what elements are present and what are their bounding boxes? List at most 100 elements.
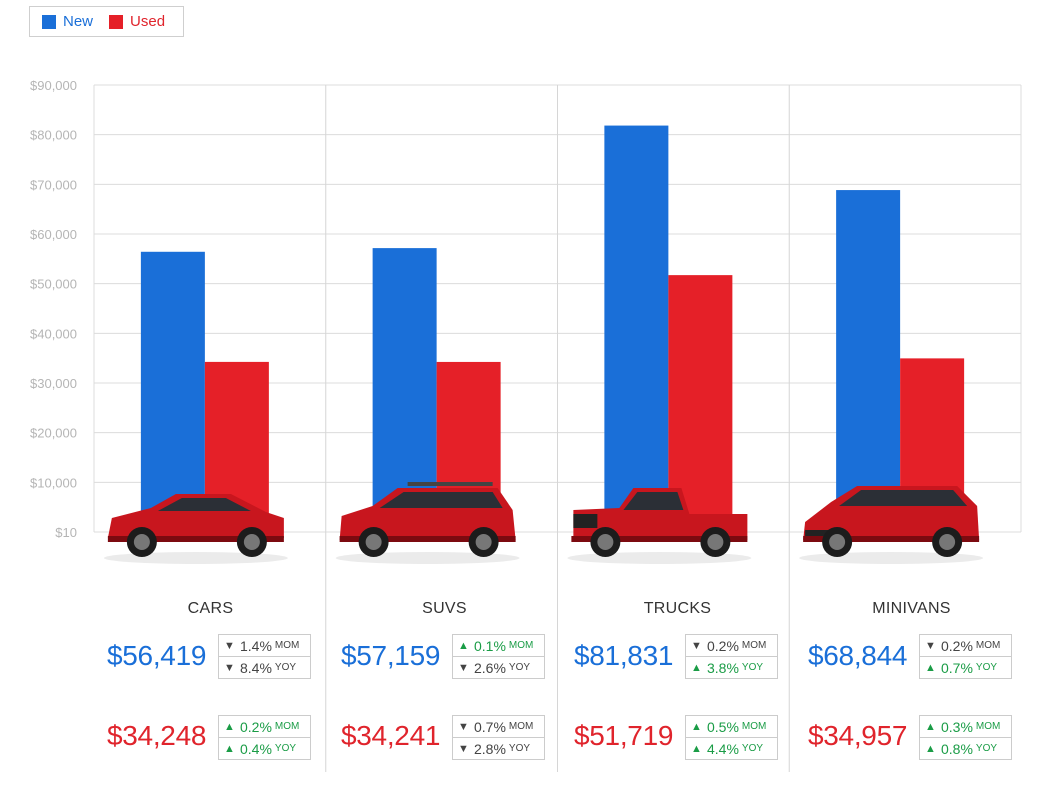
- triangle-up-icon: ▲: [691, 742, 702, 755]
- used-price: $34,241: [341, 720, 441, 751]
- y-tick-label: $10,000: [30, 475, 77, 490]
- triangle-down-icon: ▼: [691, 639, 702, 652]
- change-row-new-yoy: ▼ 2.6% YOY: [453, 656, 544, 678]
- used-price: $51,719: [574, 720, 674, 751]
- change-unit: MOM: [508, 721, 534, 732]
- change-unit: MOM: [975, 640, 1001, 651]
- triangle-down-icon: ▼: [458, 720, 469, 733]
- change-box: ▼ 1.4% MOM ▼ 8.4% YOY: [218, 634, 311, 679]
- change-unit: YOY: [741, 662, 764, 673]
- new-price: $57,159: [341, 640, 441, 671]
- new-price: $81,831: [574, 640, 674, 671]
- change-unit: MOM: [975, 721, 1001, 732]
- change-box: ▼ 0.7% MOM ▼ 2.8% YOY: [452, 715, 545, 760]
- change-row-used-mom: ▲ 0.2% MOM: [219, 716, 310, 737]
- change-row-new-mom: ▼ 0.2% MOM: [920, 635, 1011, 656]
- triangle-down-icon: ▼: [224, 639, 235, 652]
- change-value: 0.2%: [707, 637, 739, 654]
- legend-item-used[interactable]: Used: [109, 13, 165, 30]
- change-row-new-yoy: ▲ 3.8% YOY: [686, 656, 777, 678]
- change-unit: YOY: [741, 743, 764, 754]
- bar-new-trucks: [604, 125, 669, 533]
- used-price: $34,248: [107, 720, 207, 751]
- suv-icon: [335, 482, 520, 564]
- change-value: 2.6%: [474, 659, 506, 676]
- legend-label-used: Used: [130, 13, 166, 30]
- y-tick-label: $90,000: [30, 78, 77, 93]
- change-value: 4.4%: [707, 740, 739, 757]
- truck-icon: [567, 488, 752, 564]
- y-tick-label: $60,000: [30, 227, 77, 242]
- change-box: ▼ 0.2% MOM ▲ 3.8% YOY: [685, 634, 778, 679]
- new-price: $68,844: [808, 640, 908, 671]
- minivan-icon: [799, 486, 984, 564]
- used-price: $34,957: [808, 720, 908, 751]
- change-unit: MOM: [508, 640, 534, 651]
- change-value: 0.2%: [941, 637, 973, 654]
- sedan-icon: [103, 494, 288, 564]
- change-value: 0.2%: [240, 718, 272, 735]
- bar-new-cars: [140, 251, 205, 532]
- change-unit: MOM: [741, 640, 767, 651]
- triangle-down-icon: ▼: [458, 661, 469, 674]
- change-value: 3.8%: [707, 659, 739, 676]
- change-unit: MOM: [274, 721, 300, 732]
- triangle-up-icon: ▲: [458, 639, 469, 652]
- triangle-up-icon: ▲: [691, 661, 702, 674]
- change-row-used-yoy: ▲ 0.4% YOY: [219, 737, 310, 759]
- triangle-up-icon: ▲: [925, 661, 936, 674]
- change-row-new-mom: ▲ 0.1% MOM: [453, 635, 544, 656]
- change-value: 2.8%: [474, 740, 506, 757]
- triangle-down-icon: ▼: [458, 742, 469, 755]
- triangle-up-icon: ▲: [224, 742, 235, 755]
- legend-swatch-used: [109, 14, 124, 29]
- legend-item-new[interactable]: New: [42, 13, 93, 30]
- category-label-cars: CARS: [187, 600, 234, 617]
- change-row-used-mom: ▼ 0.7% MOM: [453, 716, 544, 737]
- change-row-used-yoy: ▲ 0.8% YOY: [920, 737, 1011, 759]
- change-row-new-yoy: ▼ 8.4% YOY: [219, 656, 310, 678]
- change-unit: YOY: [975, 743, 998, 754]
- change-row-new-yoy: ▲ 0.7% YOY: [920, 656, 1011, 678]
- change-value: 0.4%: [240, 740, 272, 757]
- triangle-down-icon: ▼: [224, 661, 235, 674]
- triangle-up-icon: ▲: [925, 720, 936, 733]
- y-tick-label: $10: [55, 525, 77, 540]
- y-tick-label: $70,000: [30, 177, 77, 192]
- change-value: 0.3%: [941, 718, 973, 735]
- change-row-new-mom: ▼ 1.4% MOM: [219, 635, 310, 656]
- y-tick-label: $50,000: [30, 277, 77, 292]
- change-value: 0.7%: [941, 659, 973, 676]
- change-value: 8.4%: [240, 659, 272, 676]
- change-unit: MOM: [274, 640, 300, 651]
- triangle-up-icon: ▲: [691, 720, 702, 733]
- y-tick-label: $30,000: [30, 376, 77, 391]
- change-box: ▲ 0.5% MOM ▲ 4.4% YOY: [685, 715, 778, 760]
- y-tick-label: $80,000: [30, 128, 77, 143]
- triangle-up-icon: ▲: [925, 742, 936, 755]
- change-value: 0.5%: [707, 718, 739, 735]
- change-value: 0.8%: [941, 740, 973, 757]
- change-row-used-mom: ▲ 0.5% MOM: [686, 716, 777, 737]
- category-label-minivans: MINIVANS: [872, 600, 951, 617]
- change-unit: MOM: [741, 721, 767, 732]
- new-price: $56,419: [107, 640, 207, 671]
- change-row-used-yoy: ▲ 4.4% YOY: [686, 737, 777, 759]
- legend-label-new: New: [63, 13, 94, 30]
- triangle-down-icon: ▼: [925, 639, 936, 652]
- change-value: 0.7%: [474, 718, 506, 735]
- change-value: 0.1%: [474, 637, 506, 654]
- change-unit: YOY: [975, 662, 998, 673]
- change-box: ▲ 0.2% MOM ▲ 0.4% YOY: [218, 715, 311, 760]
- change-unit: YOY: [274, 662, 297, 673]
- change-box: ▼ 0.2% MOM ▲ 0.7% YOY: [919, 634, 1012, 679]
- change-row-used-yoy: ▼ 2.8% YOY: [453, 737, 544, 759]
- category-label-trucks: TRUCKS: [643, 600, 712, 617]
- change-row-used-mom: ▲ 0.3% MOM: [920, 716, 1011, 737]
- y-tick-label: $40,000: [30, 326, 77, 341]
- triangle-up-icon: ▲: [224, 720, 235, 733]
- chart-legend: New Used: [29, 6, 184, 37]
- y-tick-label: $20,000: [30, 426, 77, 441]
- category-label-suvs: SUVS: [422, 600, 467, 617]
